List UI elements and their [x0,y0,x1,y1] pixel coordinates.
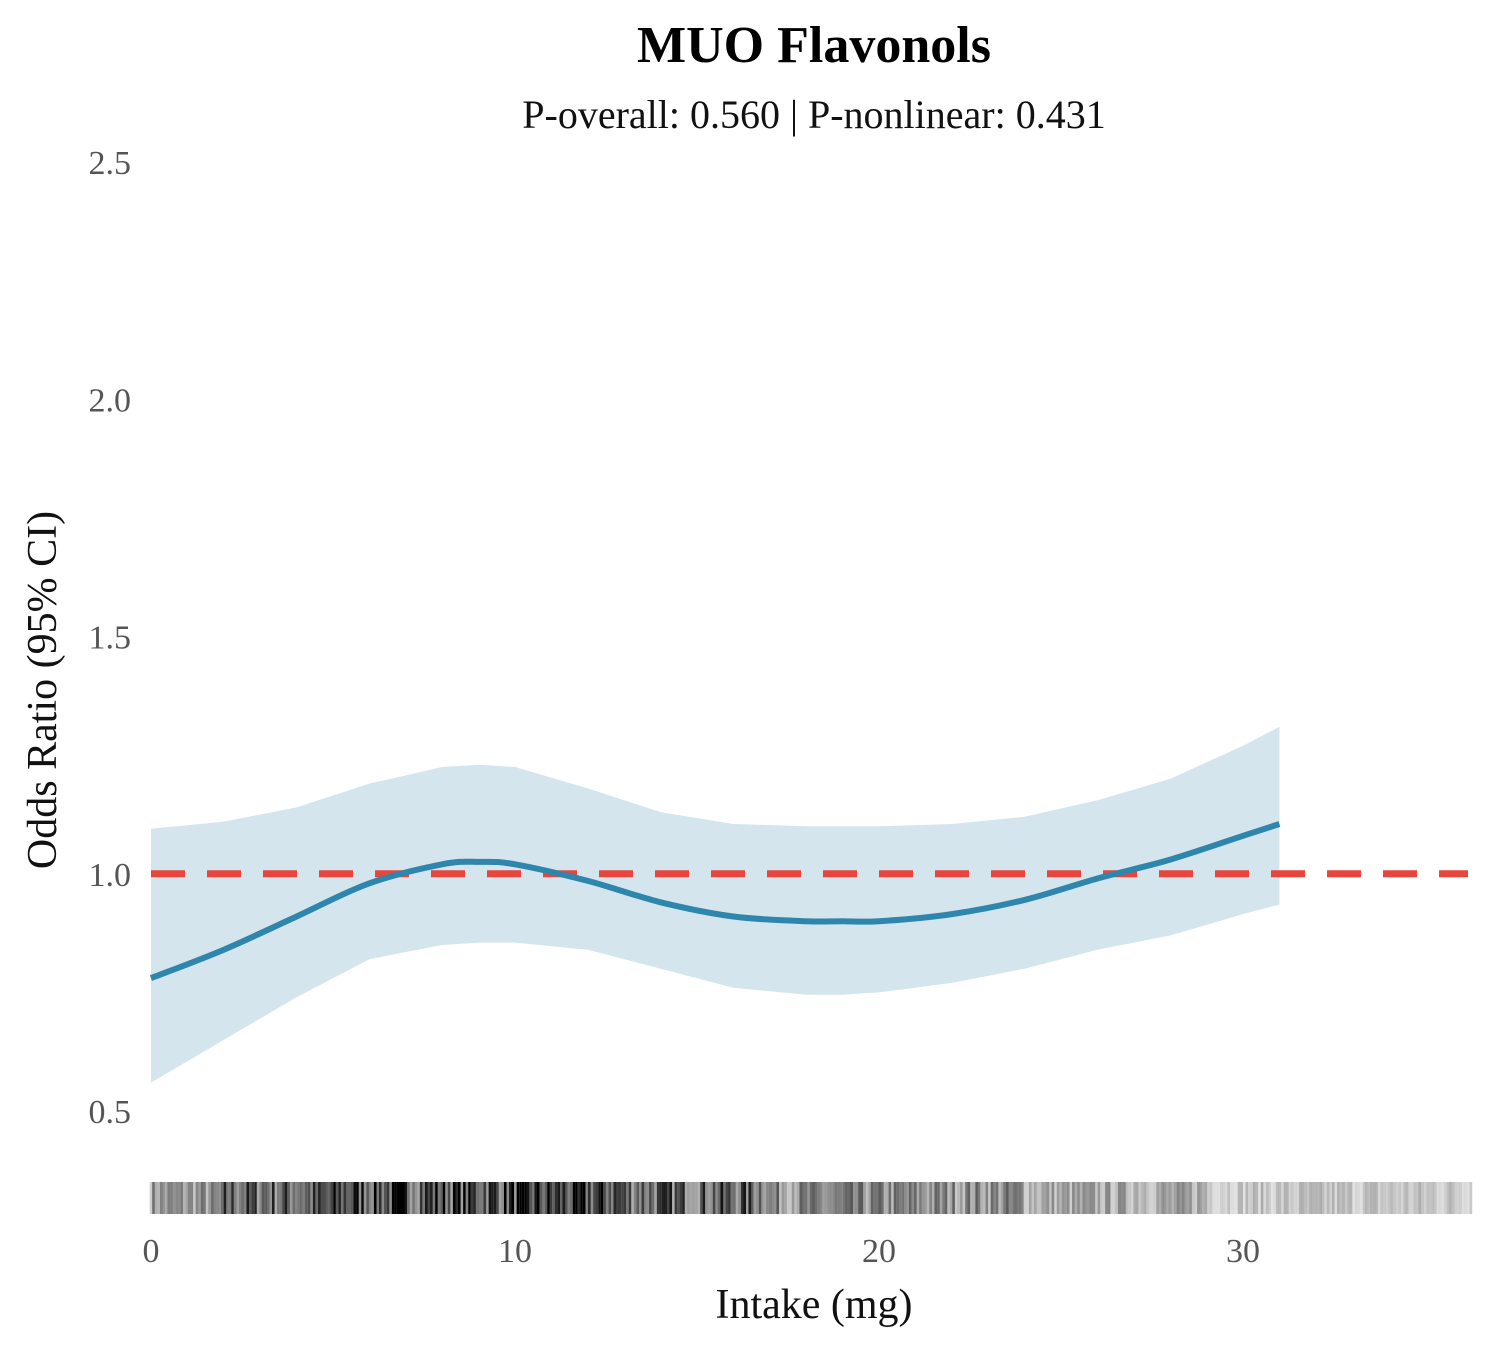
x-tick-label: 30 [1226,1233,1260,1270]
chart-subtitle: P-overall: 0.560 | P-nonlinear: 0.431 [522,92,1105,137]
y-tick-label: 0.5 [89,1094,132,1131]
x-axis-title: Intake (mg) [715,1282,912,1328]
x-axis-ticks: 0 10 20 30 [143,1233,1261,1270]
x-tick-label: 0 [143,1233,160,1270]
y-axis-title: Odds Ratio (95% CI) [20,511,66,869]
y-tick-label: 1.5 [89,620,132,657]
y-tick-label: 1.0 [89,857,132,894]
ci-band [151,726,1280,1083]
y-axis-ticks: 0.5 1.0 1.5 2.0 2.5 [89,145,132,1131]
y-tick-label: 2.0 [89,382,132,419]
x-tick-label: 10 [498,1233,532,1270]
x-tick-label: 20 [862,1233,896,1270]
y-tick-label: 2.5 [89,145,132,182]
chart-title: MUO Flavonols [637,17,991,74]
odds-ratio-curve [149,821,1281,981]
rug-plot [149,1182,1473,1214]
plot-area [149,726,1468,1083]
